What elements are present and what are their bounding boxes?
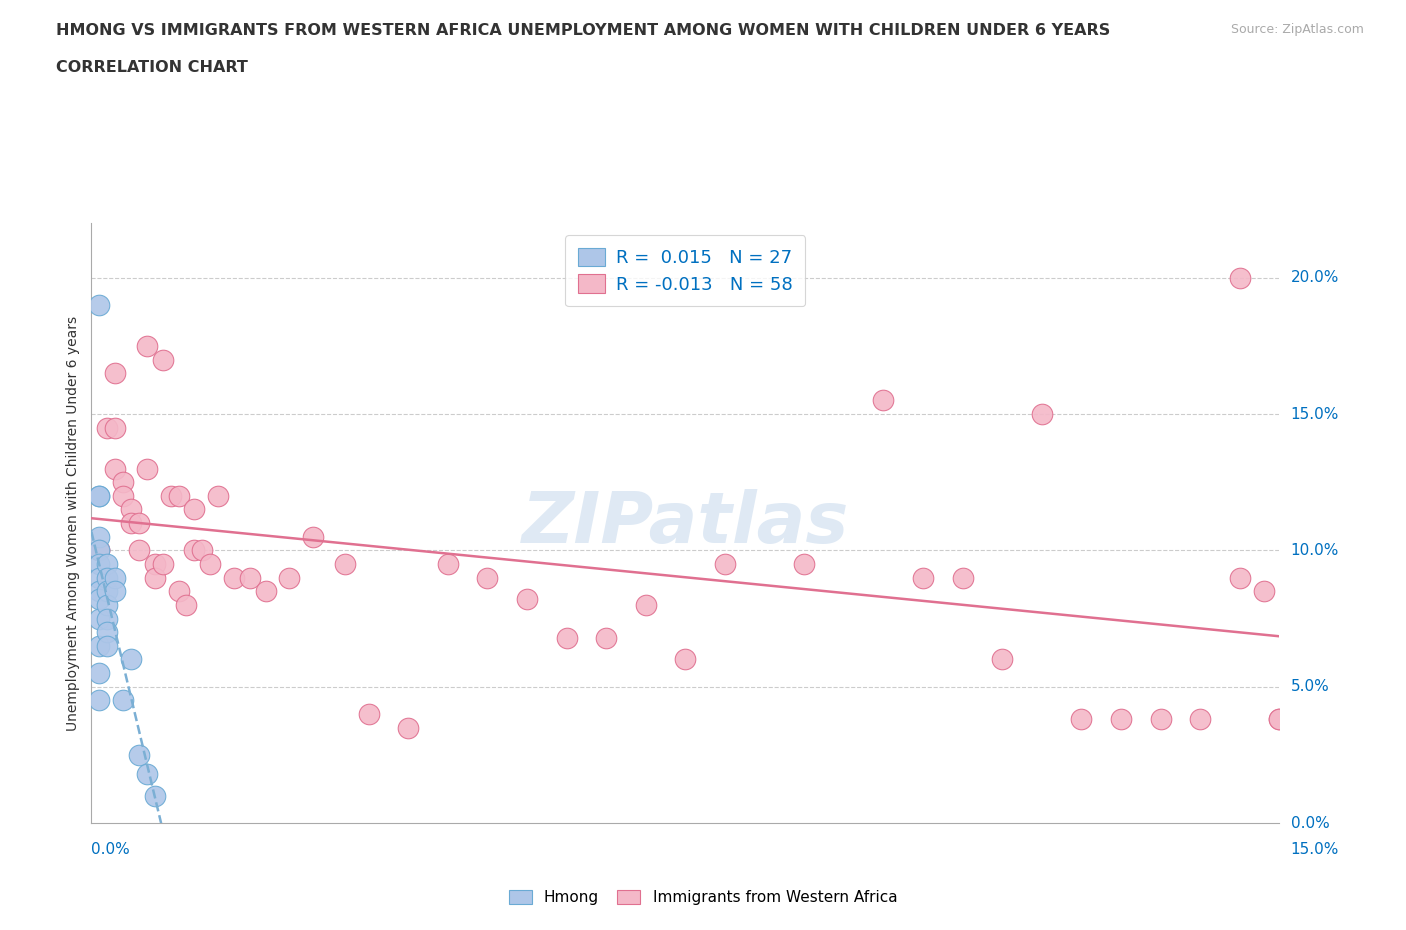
Text: 15.0%: 15.0% xyxy=(1291,406,1339,421)
Point xyxy=(952,570,974,585)
Point xyxy=(96,611,118,626)
Point xyxy=(96,584,118,599)
Text: CORRELATION CHART: CORRELATION CHART xyxy=(56,60,247,75)
Point xyxy=(135,339,157,353)
Point xyxy=(89,543,111,558)
Point xyxy=(120,652,142,667)
Point xyxy=(89,543,111,558)
Y-axis label: Unemployment Among Women with Children Under 6 years: Unemployment Among Women with Children U… xyxy=(66,315,80,731)
Point xyxy=(911,570,934,585)
Point xyxy=(89,488,111,503)
Point xyxy=(239,570,262,585)
Text: 20.0%: 20.0% xyxy=(1291,271,1339,286)
Point xyxy=(89,611,111,626)
Point xyxy=(333,556,356,571)
Point xyxy=(152,556,174,571)
Point xyxy=(89,570,111,585)
Point xyxy=(112,488,135,503)
Text: ZIPatlas: ZIPatlas xyxy=(522,488,849,558)
Point xyxy=(89,638,111,653)
Legend: Hmong, Immigrants from Western Africa: Hmong, Immigrants from Western Africa xyxy=(501,883,905,913)
Point xyxy=(872,393,894,408)
Point xyxy=(222,570,245,585)
Point xyxy=(89,529,111,544)
Text: 10.0%: 10.0% xyxy=(1291,543,1339,558)
Point xyxy=(89,592,111,607)
Text: HMONG VS IMMIGRANTS FROM WESTERN AFRICA UNEMPLOYMENT AMONG WOMEN WITH CHILDREN U: HMONG VS IMMIGRANTS FROM WESTERN AFRICA … xyxy=(56,23,1111,38)
Point xyxy=(1268,712,1291,727)
Point xyxy=(991,652,1014,667)
Point xyxy=(135,461,157,476)
Point xyxy=(104,570,127,585)
Point xyxy=(183,543,205,558)
Text: Source: ZipAtlas.com: Source: ZipAtlas.com xyxy=(1230,23,1364,36)
Point xyxy=(793,556,815,571)
Point xyxy=(120,502,142,517)
Text: 5.0%: 5.0% xyxy=(1291,679,1330,694)
Point xyxy=(1229,570,1251,585)
Point xyxy=(96,625,118,640)
Point xyxy=(714,556,737,571)
Point xyxy=(1189,712,1212,727)
Point xyxy=(159,488,181,503)
Point xyxy=(143,556,166,571)
Point xyxy=(207,488,229,503)
Point xyxy=(104,461,127,476)
Point xyxy=(96,570,118,585)
Point xyxy=(1268,712,1291,727)
Point xyxy=(89,666,111,681)
Point xyxy=(176,597,198,612)
Point xyxy=(120,515,142,530)
Point xyxy=(143,789,166,804)
Point xyxy=(89,584,111,599)
Point xyxy=(128,543,150,558)
Point xyxy=(302,529,325,544)
Point xyxy=(167,584,190,599)
Point xyxy=(634,597,657,612)
Point xyxy=(1150,712,1173,727)
Point xyxy=(135,766,157,781)
Point xyxy=(96,638,118,653)
Point xyxy=(96,556,118,571)
Legend: R =  0.015   N = 27, R = -0.013   N = 58: R = 0.015 N = 27, R = -0.013 N = 58 xyxy=(565,235,806,306)
Point xyxy=(1253,584,1275,599)
Point xyxy=(516,592,538,607)
Text: 0.0%: 0.0% xyxy=(91,842,131,857)
Point xyxy=(200,556,222,571)
Point xyxy=(673,652,696,667)
Point xyxy=(396,720,419,735)
Point xyxy=(104,365,127,380)
Point xyxy=(89,298,111,312)
Point xyxy=(152,352,174,367)
Point xyxy=(555,631,578,645)
Text: 15.0%: 15.0% xyxy=(1291,842,1339,857)
Point xyxy=(143,570,166,585)
Point xyxy=(96,597,118,612)
Point xyxy=(436,556,458,571)
Point xyxy=(89,556,111,571)
Point xyxy=(183,502,205,517)
Point xyxy=(477,570,499,585)
Point xyxy=(1031,406,1053,421)
Point xyxy=(104,584,127,599)
Point xyxy=(1109,712,1132,727)
Point xyxy=(357,707,380,722)
Point xyxy=(89,488,111,503)
Text: 0.0%: 0.0% xyxy=(1291,816,1330,830)
Point xyxy=(595,631,617,645)
Point xyxy=(104,420,127,435)
Point xyxy=(96,420,118,435)
Point xyxy=(278,570,301,585)
Point xyxy=(112,475,135,490)
Point xyxy=(167,488,190,503)
Point xyxy=(1070,712,1092,727)
Point xyxy=(89,543,111,558)
Point xyxy=(89,693,111,708)
Point xyxy=(254,584,277,599)
Point xyxy=(112,693,135,708)
Point xyxy=(128,748,150,763)
Point xyxy=(191,543,214,558)
Point xyxy=(128,515,150,530)
Point xyxy=(1229,271,1251,286)
